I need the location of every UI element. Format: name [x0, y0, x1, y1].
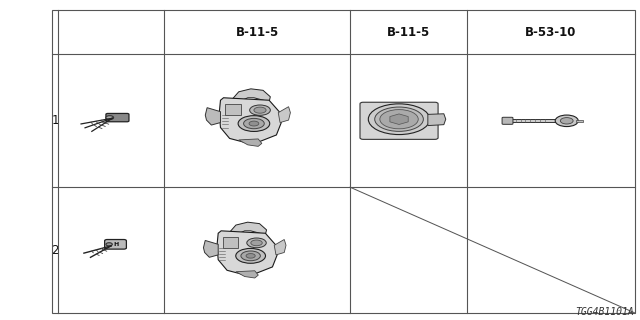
Polygon shape	[239, 139, 262, 146]
Circle shape	[241, 251, 260, 261]
Polygon shape	[390, 114, 408, 124]
Polygon shape	[220, 98, 282, 142]
FancyBboxPatch shape	[360, 102, 438, 140]
Circle shape	[556, 115, 579, 127]
Bar	[511, 119, 559, 123]
FancyBboxPatch shape	[106, 114, 129, 122]
Bar	[225, 104, 241, 115]
Text: B-53-10: B-53-10	[525, 26, 577, 39]
Bar	[223, 237, 237, 248]
Circle shape	[561, 118, 573, 124]
Circle shape	[254, 107, 266, 113]
Circle shape	[106, 116, 114, 120]
Circle shape	[244, 118, 264, 129]
Polygon shape	[204, 240, 218, 257]
Text: TGG4B1101A: TGG4B1101A	[575, 308, 634, 317]
Text: B-11-5: B-11-5	[236, 26, 279, 39]
Circle shape	[375, 107, 424, 132]
Text: 2: 2	[51, 244, 59, 257]
FancyBboxPatch shape	[105, 239, 127, 249]
Polygon shape	[274, 239, 286, 255]
Bar	[576, 120, 583, 122]
Circle shape	[106, 243, 113, 246]
Text: B-11-5: B-11-5	[387, 26, 430, 39]
Polygon shape	[217, 231, 277, 274]
Circle shape	[238, 116, 269, 132]
Polygon shape	[233, 89, 270, 102]
Circle shape	[369, 104, 430, 135]
Circle shape	[251, 240, 262, 246]
Circle shape	[250, 105, 270, 115]
Text: H: H	[113, 242, 118, 247]
Circle shape	[249, 121, 259, 126]
Circle shape	[380, 110, 419, 129]
Polygon shape	[205, 108, 220, 125]
Circle shape	[236, 248, 266, 263]
Text: 1: 1	[51, 114, 59, 127]
Polygon shape	[428, 114, 446, 126]
Polygon shape	[230, 222, 266, 235]
Polygon shape	[236, 271, 259, 278]
FancyBboxPatch shape	[502, 117, 513, 124]
Circle shape	[246, 253, 255, 258]
Circle shape	[247, 238, 266, 248]
Polygon shape	[278, 107, 291, 123]
